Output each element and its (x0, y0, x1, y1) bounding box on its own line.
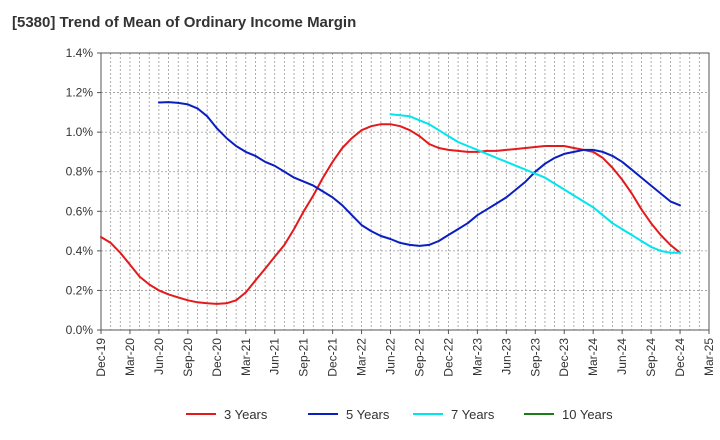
x-tick-label: Jun-21 (268, 338, 282, 375)
y-tick-label: 0.6% (66, 204, 94, 218)
x-tick-label: Sep-20 (181, 338, 195, 377)
x-tick-label: Sep-24 (644, 338, 658, 377)
x-tick-label: Jun-22 (384, 338, 398, 375)
y-tick-label: 0.0% (66, 323, 94, 337)
x-tick-label: Dec-21 (326, 338, 340, 377)
x-tick-label: Mar-25 (702, 338, 716, 376)
x-tick-label: Mar-23 (470, 338, 484, 376)
x-tick-label: Dec-19 (94, 338, 108, 377)
x-tick-label: Mar-20 (123, 338, 137, 376)
y-tick-label: 0.8% (66, 165, 94, 179)
x-tick-label: Sep-23 (528, 338, 542, 377)
x-tick-label: Mar-22 (355, 338, 369, 376)
x-tick-label: Dec-24 (673, 338, 687, 377)
y-tick-label: 1.0% (66, 125, 94, 139)
x-tick-label: Sep-22 (412, 338, 426, 377)
x-tick-label: Dec-22 (441, 338, 455, 377)
x-tick-label: Sep-21 (297, 338, 311, 377)
x-tick-label: Mar-24 (586, 338, 600, 376)
x-tick-label: Jun-23 (499, 338, 513, 375)
y-tick-label: 1.2% (66, 86, 94, 100)
y-tick-label: 0.4% (66, 244, 94, 258)
legend-label: 5 Years (346, 407, 390, 422)
y-tick-label: 0.2% (66, 283, 94, 297)
chart-title: [5380] Trend of Mean of Ordinary Income … (12, 14, 357, 31)
x-tick-label: Jun-20 (152, 338, 166, 375)
y-tick-label: 1.4% (66, 46, 94, 60)
axes: 0.0% 0.2% 0.4% 0.6% 0.8% 1.0% 1.2% 1.4% Dec-19 Ma… (66, 46, 716, 377)
plot-frame (100, 52, 710, 331)
series-line-5-years (157, 101, 681, 247)
legend-label: 3 Years (224, 407, 268, 422)
series-lines (100, 101, 681, 305)
legend-label: 10 Years (562, 407, 613, 422)
legend: 3 Years 5 Years 7 Years 10 Years (186, 407, 613, 422)
x-tick-label: Jun-24 (615, 338, 629, 375)
series-line-7-years (389, 113, 681, 254)
legend-label: 7 Years (451, 407, 495, 422)
x-tick-label: Mar-21 (239, 338, 253, 376)
x-tick-label: Dec-23 (557, 338, 571, 377)
grid-lines (100, 52, 710, 331)
x-tick-label: Dec-20 (210, 338, 224, 377)
